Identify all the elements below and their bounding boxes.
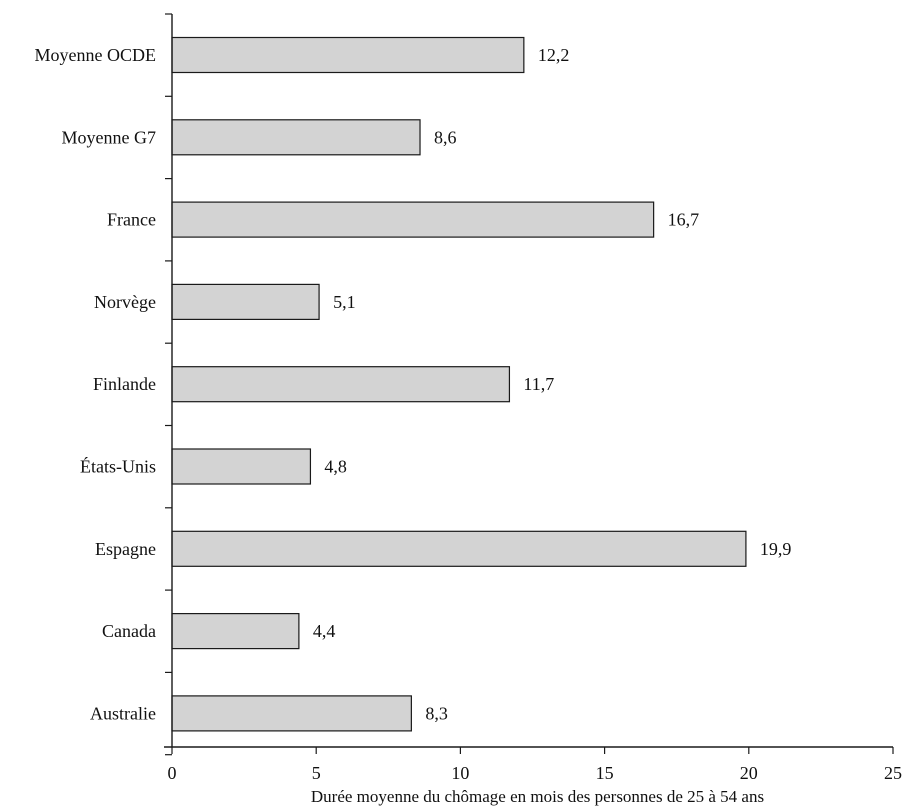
data-label: 5,1 [333,292,356,312]
bar [171,119,421,156]
bar [171,283,320,320]
data-label: 19,9 [760,539,792,559]
axes-layer [164,13,894,756]
bar [171,612,300,650]
category-label: Norvège [94,292,156,312]
data-label: 4,8 [324,457,347,477]
category-label: Moyenne G7 [62,127,156,147]
data-label: 11,7 [523,374,554,394]
category-label: Espagne [95,539,156,559]
category-label: Moyenne OCDE [35,45,156,65]
bars-layer [171,36,747,732]
category-label: France [107,210,156,230]
bar [171,36,525,74]
data-label: 16,7 [668,210,700,230]
bar [171,448,312,485]
category-label: Australie [90,703,156,723]
x-tick-label: 20 [740,763,758,783]
category-label: Canada [102,621,156,641]
data-label: 8,6 [434,127,457,147]
x-tick-label: 5 [312,763,321,783]
data-label: 4,4 [313,621,336,641]
bar [171,695,412,732]
bar [171,366,511,403]
x-tick-label: 15 [596,763,614,783]
bar [171,530,747,567]
x-axis-title: Durée moyenne du chômage en mois des per… [311,787,764,806]
category-label: États-Unis [80,456,156,477]
bar [171,201,655,238]
data-label: 12,2 [538,45,570,65]
category-label: Finlande [93,374,156,394]
data-label: 8,3 [425,703,448,723]
labels-layer: Moyenne OCDE 12,2 Moyenne G7 8,6 France 16,7 N… [35,45,902,783]
x-tick-label: 25 [884,763,902,783]
x-tick-label: 10 [451,763,469,783]
x-tick-label: 0 [168,763,177,783]
